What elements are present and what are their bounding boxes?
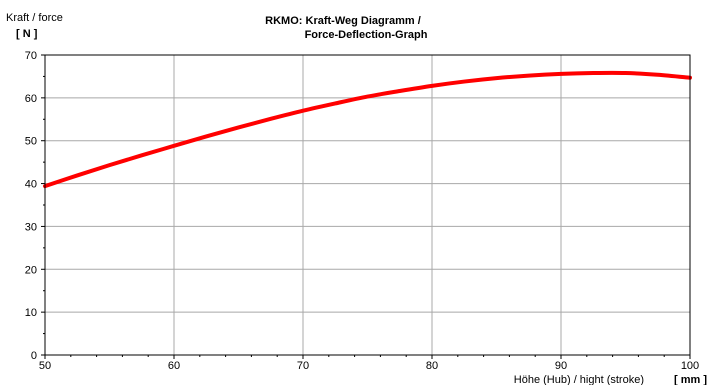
chart-title-line1: RKMO: Kraft-Weg Diagramm / (265, 15, 421, 27)
y-tick-label: 40 (25, 179, 37, 191)
x-tick-label: 100 (681, 360, 699, 372)
y-tick-label: 20 (25, 264, 37, 276)
axis-ticks (41, 54, 691, 359)
x-tick-label: 60 (168, 360, 180, 372)
y-tick-label: 30 (25, 221, 37, 233)
series-layer (43, 70, 692, 189)
tick-labels: 0 10 20 30 40 50 60 70 50 60 70 80 90 100 (25, 50, 699, 372)
y-tick-label: 70 (25, 50, 37, 62)
x-axis-label: Höhe (Hub) / hight (stroke) (514, 374, 644, 385)
y-tick-label: 60 (25, 93, 37, 105)
x-tick-label: 90 (555, 360, 567, 372)
y-tick-label: 10 (25, 307, 37, 319)
y-tick-label: 50 (25, 136, 37, 148)
x-axis-unit: [ mm ] (674, 374, 707, 385)
y-tick-label: 0 (31, 350, 37, 362)
y-axis-label: Kraft / force (6, 12, 63, 24)
x-tick-label: 80 (426, 360, 438, 372)
chart-title-line2: Force-Deflection-Graph (305, 29, 428, 41)
grid-lines (45, 55, 690, 355)
x-tick-label: 70 (297, 360, 309, 372)
y-axis-unit: [ N ] (16, 28, 38, 40)
x-tick-label: 50 (39, 360, 51, 372)
force-deflection-curve (43, 70, 692, 189)
plot-frame (44, 54, 691, 356)
